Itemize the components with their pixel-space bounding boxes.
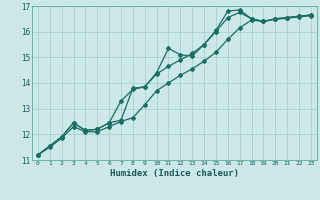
X-axis label: Humidex (Indice chaleur): Humidex (Indice chaleur) (110, 169, 239, 178)
